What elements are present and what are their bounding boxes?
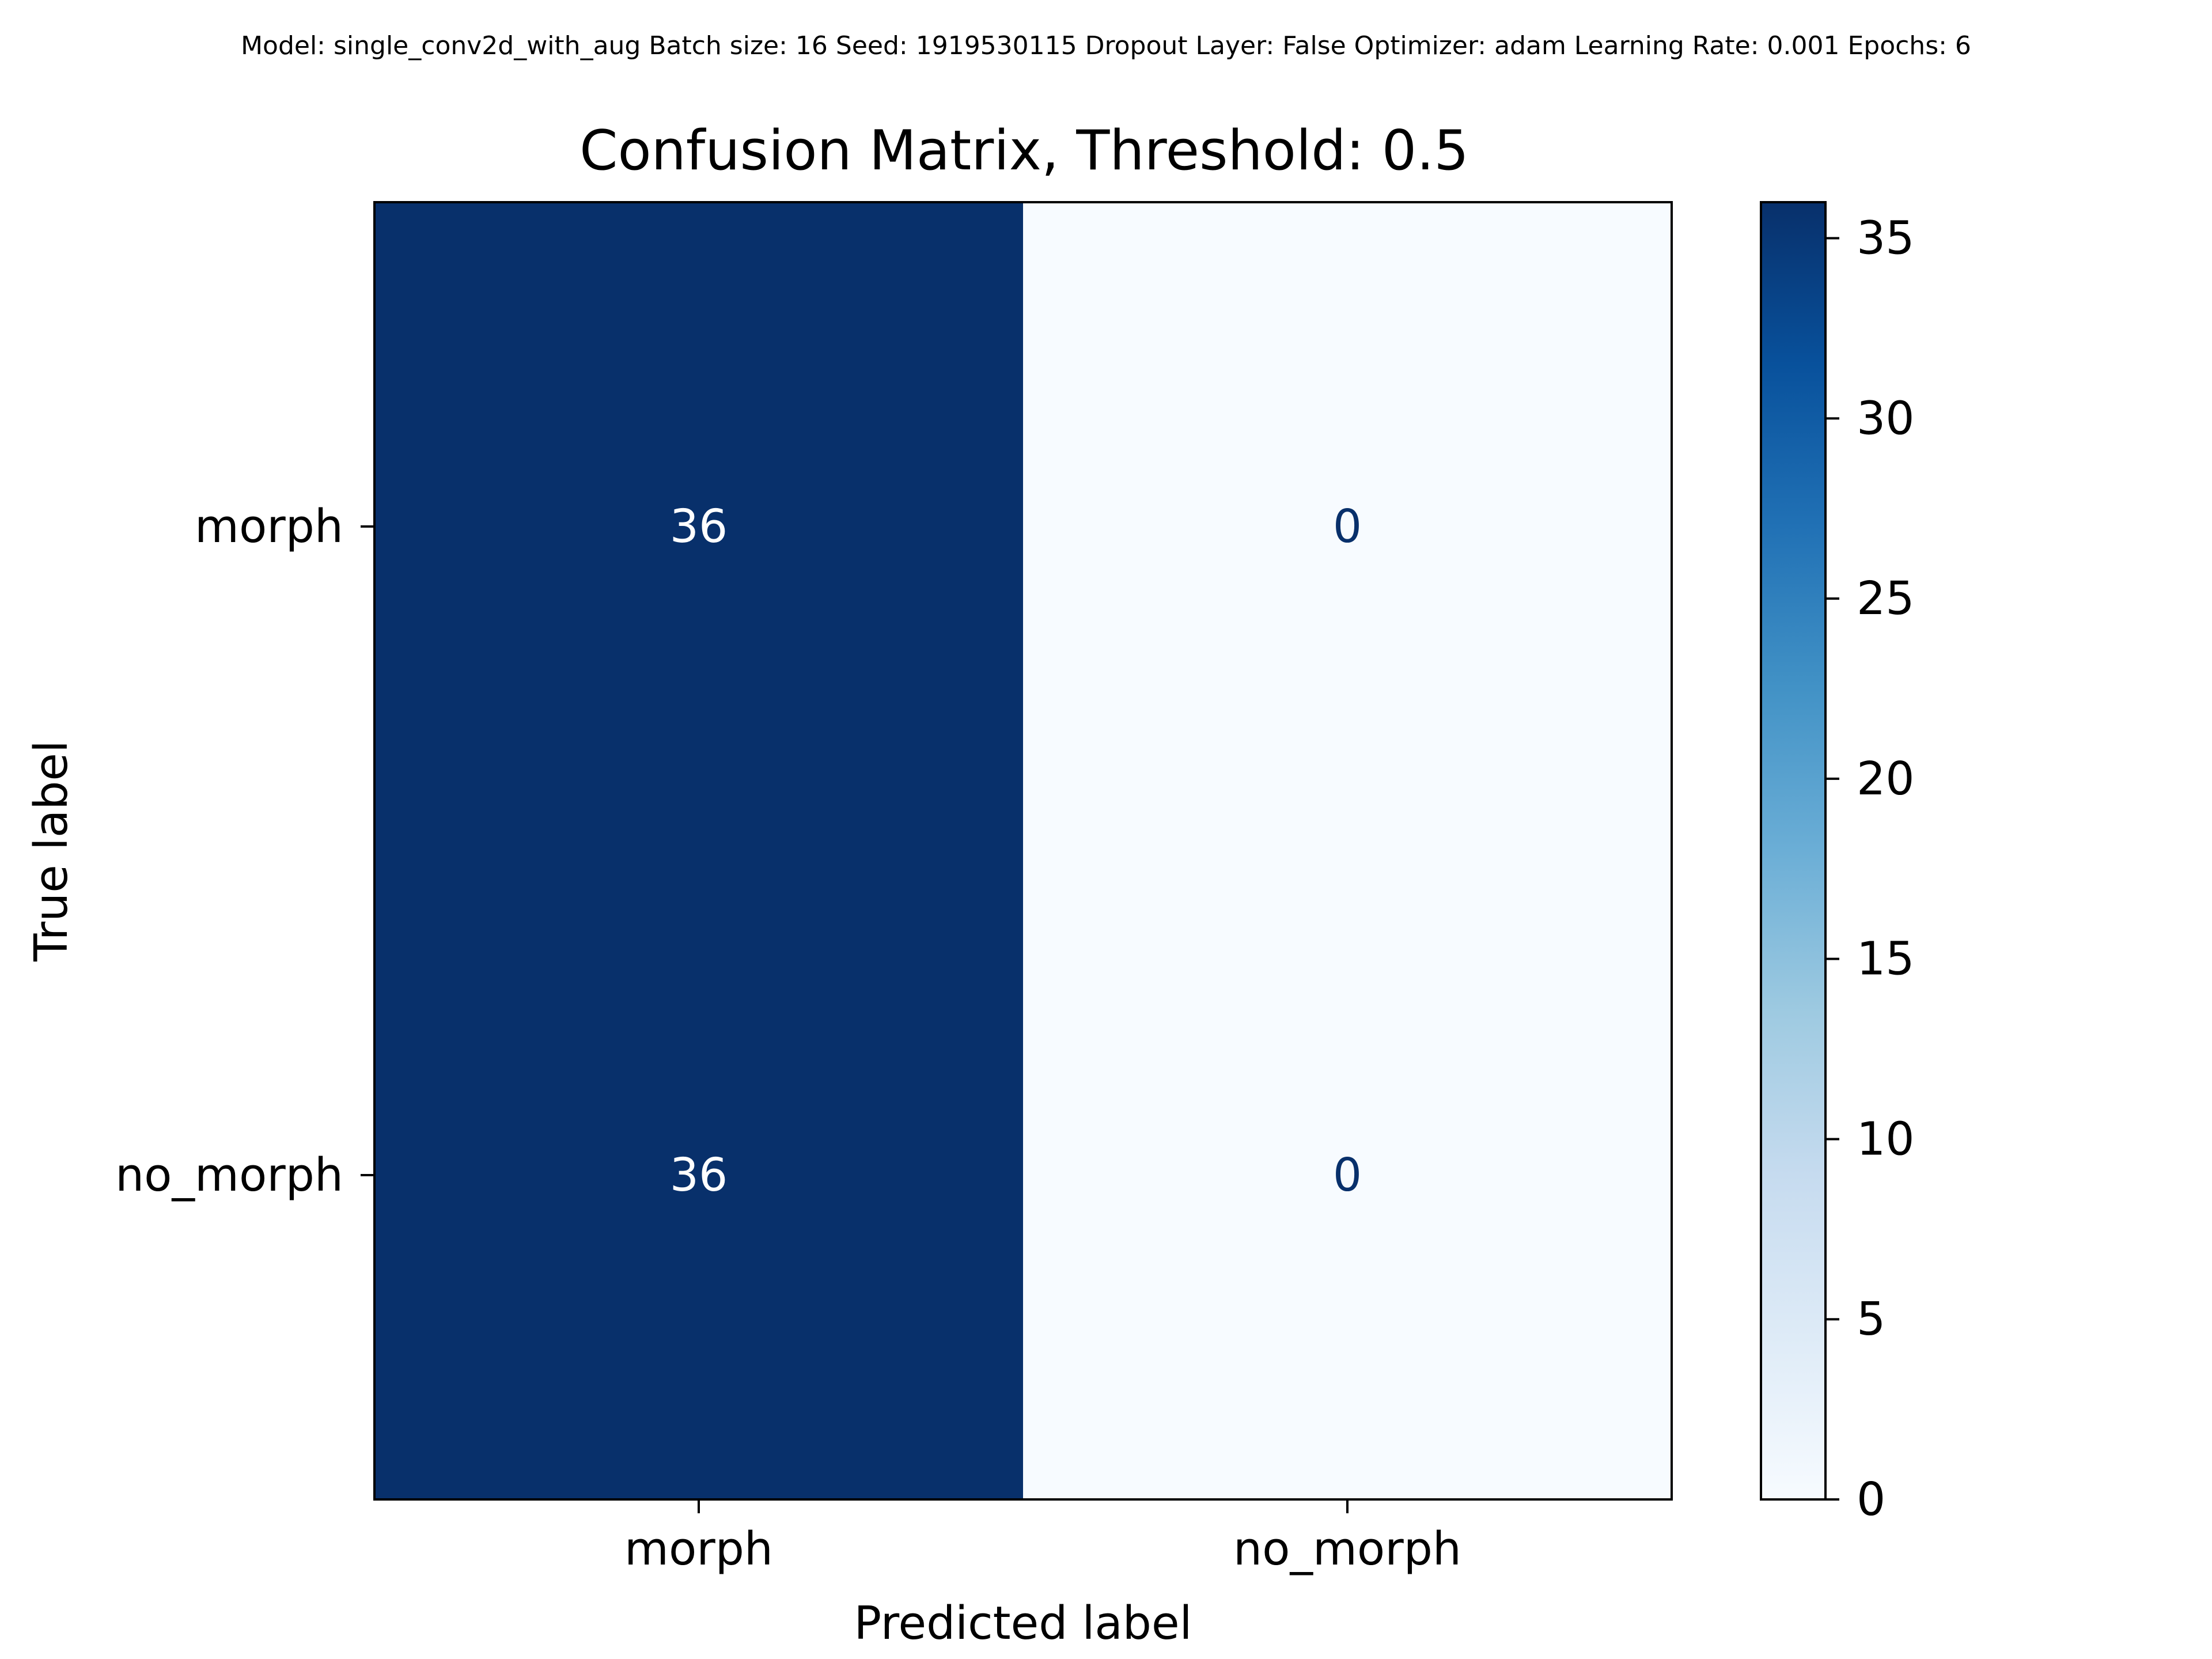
colorbar-tick-label: 25 [1857, 572, 1915, 625]
matrix-cell-labels: 36 0 36 0 [670, 500, 1362, 1202]
matrix-cell [374, 851, 1023, 1499]
x-axis-ticks: morph no_morph [624, 1499, 1461, 1575]
x-tick-label: no_morph [1233, 1522, 1461, 1575]
colorbar-ticks: 0 5 10 15 20 25 30 35 [1825, 212, 1915, 1526]
colorbar-tick-label: 30 [1857, 392, 1915, 445]
y-axis-label: True label [25, 740, 78, 962]
matrix-cell-value: 36 [670, 500, 728, 553]
x-axis-label: Predicted label [854, 1597, 1192, 1650]
matrix-cell [1023, 851, 1672, 1499]
colorbar-tick-label: 20 [1857, 752, 1915, 805]
matrix-cell-value: 36 [670, 1149, 728, 1202]
matrix-cell [374, 202, 1023, 851]
matrix-cell [1023, 202, 1672, 851]
colorbar-tick-label: 15 [1857, 933, 1915, 986]
x-tick-label: morph [624, 1522, 773, 1575]
y-tick-label: morph [195, 500, 343, 553]
colorbar [1760, 201, 1827, 1501]
matrix-cells [374, 202, 1672, 1499]
matrix-cell-value: 0 [1333, 1149, 1362, 1202]
colorbar-tick-label: 35 [1857, 212, 1915, 265]
colorbar-tick-label: 0 [1857, 1473, 1885, 1526]
matrix-cell-value: 0 [1333, 500, 1362, 553]
colorbar-tick-label: 10 [1857, 1112, 1915, 1165]
colorbar-tick-label: 5 [1857, 1293, 1885, 1346]
y-tick-label: no_morph [115, 1149, 343, 1202]
y-axis-ticks: morph no_morph [115, 500, 374, 1202]
matrix-frame [373, 201, 1673, 1501]
suptitle: Model: single_conv2d_with_aug Batch size… [241, 31, 1971, 60]
chart-title: Confusion Matrix, Threshold: 0.5 [579, 119, 1469, 183]
